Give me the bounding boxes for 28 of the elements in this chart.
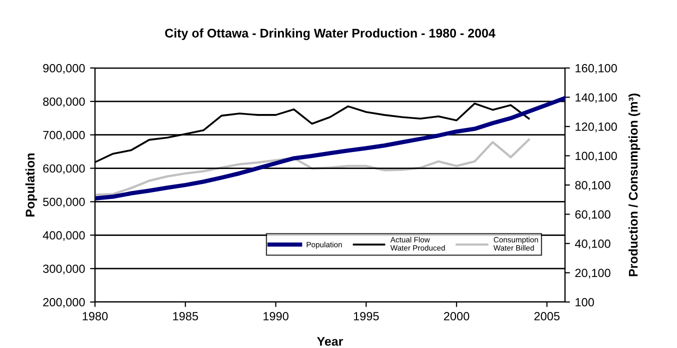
x-tick-label: 2000 xyxy=(444,312,470,320)
y-tick-label: 700,000 xyxy=(43,130,85,141)
y-tick-label: 900,000 xyxy=(43,64,85,74)
x-tick-label: 2005 xyxy=(534,312,560,320)
y2-tick-label: 80,100 xyxy=(575,181,610,191)
x-tick-label: 1980 xyxy=(82,312,108,320)
chart-title: City of Ottawa - Drinking Water Production - 1980 - 2004 xyxy=(165,28,496,40)
y2-tick-label: 40,100 xyxy=(574,240,610,250)
y-axis-title: Population xyxy=(25,153,38,216)
y-tick-label: 800,000 xyxy=(43,97,85,108)
y2-tick-label: 60,100 xyxy=(575,210,610,220)
y2-tick-label: 100,100 xyxy=(576,152,617,162)
y2-axis-title: Production / Consumption (m³) xyxy=(628,94,640,276)
y-tick-label: 600,000 xyxy=(43,164,85,174)
x-tick-label: 1995 xyxy=(354,312,379,320)
x-tick-label: 1985 xyxy=(173,312,198,320)
y2-tick-label: 120,100 xyxy=(576,122,617,132)
y2-tick-label: 100 xyxy=(576,298,594,306)
y2-tick-label: 20,100 xyxy=(575,268,610,279)
y-tick-label: 500,000 xyxy=(43,198,85,208)
y-tick-label: 300,000 xyxy=(43,264,85,274)
y-tick-label: 200,000 xyxy=(43,298,85,308)
x-axis-title: Year xyxy=(317,337,344,346)
y2-tick-label: 140,100 xyxy=(576,93,617,104)
x-tick-label: 1990 xyxy=(264,312,288,320)
y-tick-label: 400,000 xyxy=(42,231,85,241)
line-series xyxy=(95,138,530,196)
y2-tick-label: 160,100 xyxy=(576,64,617,74)
